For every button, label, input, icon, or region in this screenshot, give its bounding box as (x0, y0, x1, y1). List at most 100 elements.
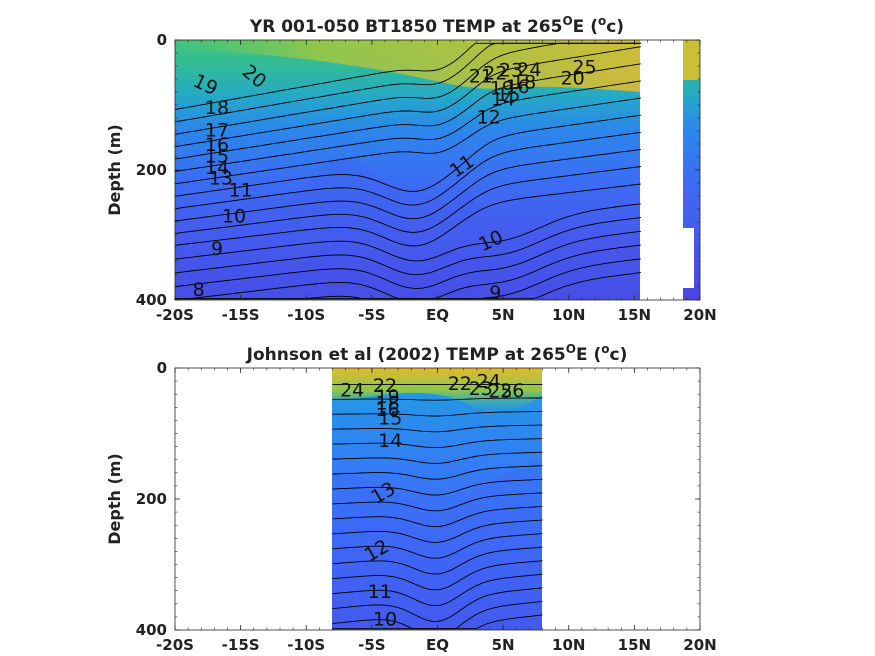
top-chart-title: YR 001-050 BT1850 TEMP at 265OE (oc) (249, 14, 624, 37)
x-tick-label: 10N (552, 306, 585, 324)
contour-line-25 (175, 42, 641, 110)
x-tick-label: 10N (552, 636, 585, 654)
contour-label: 10 (222, 205, 246, 227)
contour-label: 12 (477, 107, 501, 129)
contour-line-10 (175, 244, 641, 300)
contour-label: 18 (376, 393, 400, 415)
contour-label: 18 (205, 97, 229, 119)
y-tick-label: 200 (136, 161, 167, 179)
contour-label: 16 (505, 76, 529, 98)
contour-label: 21 (469, 66, 493, 88)
contour-line-22 (332, 451, 543, 464)
bottom-x-axis: -20S -15S -10S -5S EQ 5N 10N 15N 20N (156, 368, 717, 654)
top-warm-layer (175, 40, 640, 92)
bottom-chart-title: Johnson et al (2002) TEMP at 265OE (oc) (246, 342, 628, 365)
top-y-axis: 0 200 400 (136, 31, 700, 309)
contour-label: 18 (512, 71, 536, 93)
top-land-mask-upper (645, 40, 682, 60)
contour-label: 26 (500, 380, 524, 402)
contour-line-11 (175, 230, 641, 289)
contour-label: 24 (517, 59, 541, 81)
contour-line-15 (175, 166, 641, 234)
contour-line-26 (332, 397, 543, 401)
contour-label: 16 (376, 399, 400, 421)
contour-label: 11 (229, 179, 253, 201)
contour-label: 25 (572, 56, 596, 78)
contour-label: 14 (491, 88, 515, 110)
contour-label: 17 (205, 120, 229, 142)
contour-line-19 (332, 492, 543, 512)
x-tick-label: -5S (358, 636, 385, 654)
bottom-y-axis-label: Depth (m) (105, 453, 124, 545)
contour-line-25 (332, 411, 543, 417)
top-east-strip-warm (683, 40, 700, 80)
contour-line-20 (332, 478, 543, 496)
contour-label: 22 (448, 373, 472, 395)
y-tick-label: 400 (136, 291, 167, 309)
contour-label: 19 (376, 386, 400, 408)
contour-label: 13 (209, 168, 233, 190)
contour-line-13 (332, 573, 543, 607)
top-x-axis: -20S -15S -10S -5S EQ 5N 10N 15N 20N (156, 40, 717, 324)
contour-label: 19 (490, 77, 514, 99)
contour-label: 11 (368, 581, 392, 603)
contour-line-12 (332, 587, 543, 622)
x-tick-label: -15S (222, 636, 260, 654)
x-tick-label: -20S (156, 636, 194, 654)
contour-line-21 (175, 63, 641, 160)
contour-label: 22 (373, 375, 397, 397)
x-tick-label: -10S (287, 306, 325, 324)
contour-label: 9 (211, 238, 223, 260)
x-tick-label: 5N (492, 306, 515, 324)
contour-label: 15 (496, 84, 520, 106)
contour-line-19 (175, 97, 641, 185)
contour-line-12 (175, 217, 641, 276)
x-tick-label: -10S (287, 636, 325, 654)
contour-label: 10 (373, 609, 397, 631)
contour-label: 15 (205, 146, 229, 168)
contour-line-16 (332, 533, 543, 559)
x-tick-label: 5N (492, 636, 515, 654)
x-tick-label: 20N (683, 636, 716, 654)
contour-label: 9 (489, 282, 501, 304)
y-tick-label: 0 (157, 31, 167, 49)
top-panel: YR 001-050 BT1850 TEMP at 265OE (oc) 19 2… (105, 14, 717, 324)
contour-line-17 (332, 519, 543, 543)
contour-label: 15 (378, 408, 402, 430)
contour-line-17 (175, 131, 641, 210)
top-heatmap-field (175, 40, 700, 300)
contour-line-24 (332, 424, 543, 433)
x-tick-label: -15S (222, 306, 260, 324)
contour-line-14 (332, 560, 543, 591)
top-y-axis-label: Depth (m) (105, 124, 124, 216)
bottom-warm-layer (332, 368, 542, 413)
contour-line-14 (175, 183, 641, 247)
top-contour-lines (175, 42, 641, 300)
contour-line-18 (332, 505, 543, 528)
contour-label: 22 (483, 62, 507, 84)
x-tick-label: -20S (156, 306, 194, 324)
bottom-y-axis: 0 200 400 (136, 359, 700, 639)
bottom-panel: Johnson et al (2002) TEMP at 265OE (oc) … (105, 342, 717, 654)
x-tick-label: -5S (358, 306, 385, 324)
contour-line-20 (175, 80, 641, 172)
contour-label: 24 (477, 370, 501, 392)
y-tick-label: 200 (136, 490, 167, 508)
contour-label: 23 (469, 378, 493, 400)
bottom-contour-lines (332, 383, 543, 630)
y-tick-label: 400 (136, 621, 167, 639)
contour-line-21 (332, 465, 543, 480)
contour-label: 24 (340, 379, 364, 401)
contour-label: 8 (193, 279, 205, 301)
x-tick-label: EQ (426, 636, 449, 654)
x-tick-label: 15N (618, 306, 651, 324)
contour-line-18 (175, 114, 641, 197)
y-tick-label: 0 (157, 359, 167, 377)
contour-line-13 (175, 203, 641, 262)
contour-label: 25 (488, 381, 512, 403)
contour-line-15 (332, 546, 543, 575)
contour-line-23 (332, 438, 543, 449)
contour-label: 23 (499, 60, 523, 82)
x-tick-label: 15N (618, 636, 651, 654)
